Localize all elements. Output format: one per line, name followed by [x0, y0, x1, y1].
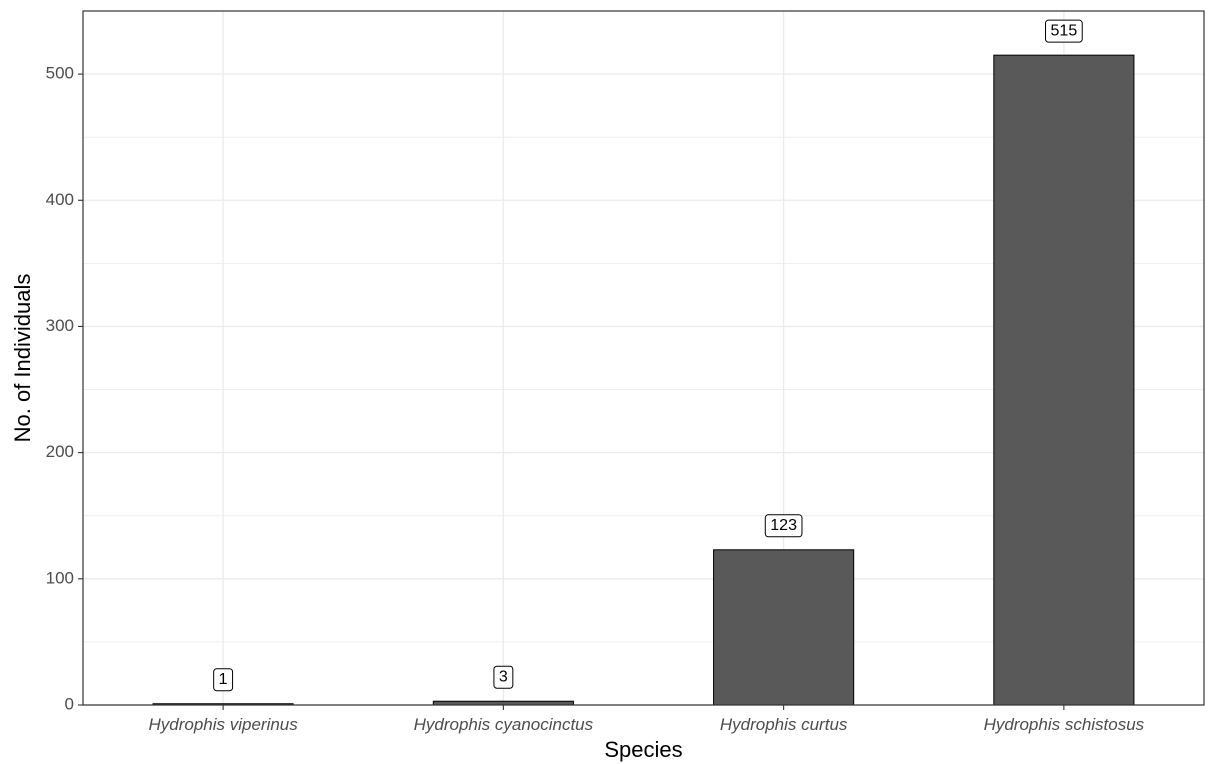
x-tick-label: Hydrophis schistosus — [984, 715, 1145, 734]
y-axis: 0 100 200 300 400 500 — [46, 64, 83, 713]
data-label-box — [213, 668, 234, 692]
data-label-text: 1 — [219, 671, 228, 688]
y-tick-label: 500 — [46, 64, 74, 83]
y-tick-label: 400 — [46, 190, 74, 209]
x-tick-label: Hydrophis curtus — [720, 715, 848, 734]
data-label-text: 515 — [1051, 22, 1078, 39]
y-tick-label: 100 — [46, 568, 74, 587]
y-tick-label: 300 — [46, 316, 74, 335]
x-tick-label: Hydrophis cyanocinctus — [414, 715, 594, 734]
data-label: 1 — [213, 668, 234, 692]
bar — [993, 54, 1135, 706]
data-label: 515 — [1045, 19, 1083, 43]
bars — [152, 54, 1135, 706]
x-axis-title: Species — [604, 737, 682, 762]
panel-border — [82, 10, 1205, 706]
data-label: 123 — [764, 514, 803, 538]
data-label-text: 123 — [770, 517, 797, 534]
x-axis: Hydrophis viperinus Hydrophis cyanocinctu… — [148, 705, 1145, 734]
y-tick-label: 200 — [46, 442, 74, 461]
x-tick-label: Hydrophis viperinus — [148, 715, 298, 734]
data-label: 3 — [493, 665, 514, 689]
y-tick-label: 0 — [65, 694, 74, 713]
bar — [713, 549, 855, 706]
data-label-box — [1045, 19, 1083, 43]
data-label-box — [764, 514, 803, 538]
data-label-box — [493, 665, 514, 689]
data-label-text: 3 — [499, 668, 508, 685]
data-labels: 1 3 123 515 — [213, 19, 1083, 692]
y-axis-title: No. of Individuals — [10, 274, 35, 443]
